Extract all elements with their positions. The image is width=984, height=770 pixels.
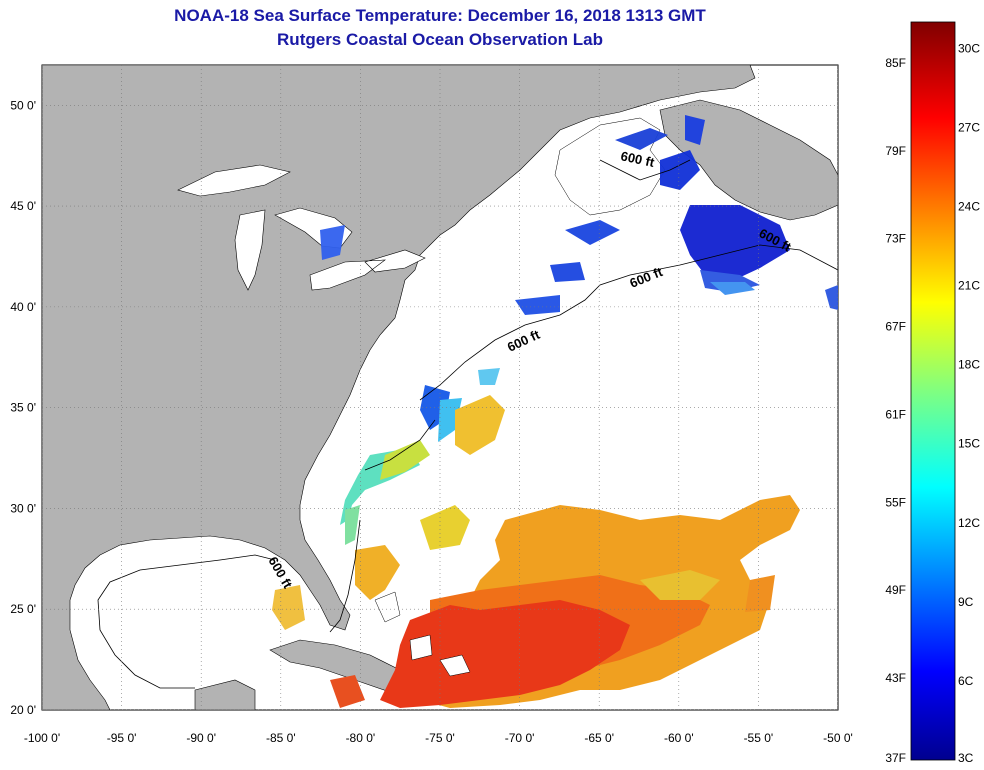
longitude-tick-label: -100 0' xyxy=(24,731,60,745)
colorbar-celsius-label: 15C xyxy=(958,437,980,451)
longitude-tick-label: -70 0' xyxy=(505,731,535,745)
longitude-tick-label: -75 0' xyxy=(425,731,455,745)
colorbar-fahrenheit-label: 67F xyxy=(885,320,906,334)
colorbar-celsius-label: 21C xyxy=(958,279,980,293)
sst-warm-patches xyxy=(272,395,800,708)
colorbar-fahrenheit-label: 61F xyxy=(885,407,906,421)
colorbar xyxy=(910,21,956,761)
longitude-tick-label: -80 0' xyxy=(346,731,376,745)
map-subtitle: Rutgers Coastal Ocean Observation Lab xyxy=(277,30,603,49)
bahamas-islands xyxy=(374,591,471,677)
colorbar-celsius-label: 30C xyxy=(958,41,980,55)
colorbar-fahrenheit-label: 49F xyxy=(885,583,906,597)
colorbar-celsius-label: 27C xyxy=(958,120,980,134)
colorbar-celsius-label: 12C xyxy=(958,516,980,530)
colorbar-celsius-label: 3C xyxy=(958,751,974,765)
colorbar-fahrenheit-label: 79F xyxy=(885,144,906,158)
colorbar-fahrenheit-label: 73F xyxy=(885,232,906,246)
latitude-tick-label: 30 0' xyxy=(10,501,36,515)
map-title: NOAA-18 Sea Surface Temperature: Decembe… xyxy=(174,6,706,25)
latitude-tick-label: 40 0' xyxy=(10,300,36,314)
longitude-tick-label: -85 0' xyxy=(266,731,296,745)
longitude-tick-label: -60 0' xyxy=(664,731,694,745)
latitude-tick-label: 50 0' xyxy=(10,98,36,112)
latitude-tick-label: 25 0' xyxy=(10,602,36,616)
colorbar-fahrenheit-label: 55F xyxy=(885,495,906,509)
north-america-landmass xyxy=(42,65,756,710)
colorbar-fahrenheit-labels: 85F 79F 73F 67F 61F 55F 49F 43F 37F xyxy=(885,56,906,765)
latitude-labels: 50 0' 45 0' 40 0' 35 0' 30 0' 25 0' 20 0' xyxy=(10,98,36,717)
latitude-tick-label: 35 0' xyxy=(10,401,36,415)
colorbar-celsius-label: 18C xyxy=(958,358,980,372)
graticule xyxy=(42,65,838,710)
colorbar-celsius-label: 9C xyxy=(958,595,974,609)
colorbar-celsius-labels: 30C 27C 24C 21C 18C 15C 12C 9C 6C 3C xyxy=(958,41,980,765)
longitude-tick-label: -95 0' xyxy=(107,731,137,745)
colorbar-fahrenheit-label: 43F xyxy=(885,671,906,685)
latitude-tick-label: 20 0' xyxy=(10,703,36,717)
longitude-tick-label: -55 0' xyxy=(744,731,774,745)
longitude-tick-label: -65 0' xyxy=(584,731,614,745)
colorbar-fahrenheit-label: 37F xyxy=(885,751,906,765)
great-lakes xyxy=(177,164,426,291)
contour-lines xyxy=(97,159,838,689)
colorbar-fahrenheit-label: 85F xyxy=(885,56,906,70)
colorbar-celsius-label: 6C xyxy=(958,674,974,688)
longitude-labels: -100 0' -95 0' -90 0' -85 0' -80 0' -75 0' -70… xyxy=(24,731,853,745)
contour-label: 600 ft xyxy=(619,148,656,170)
yucatan-landmass xyxy=(194,679,256,710)
colorbar-celsius-label: 24C xyxy=(958,200,980,214)
latitude-tick-label: 45 0' xyxy=(10,199,36,213)
longitude-tick-label: -90 0' xyxy=(186,731,216,745)
longitude-tick-label: -50 0' xyxy=(823,731,853,745)
